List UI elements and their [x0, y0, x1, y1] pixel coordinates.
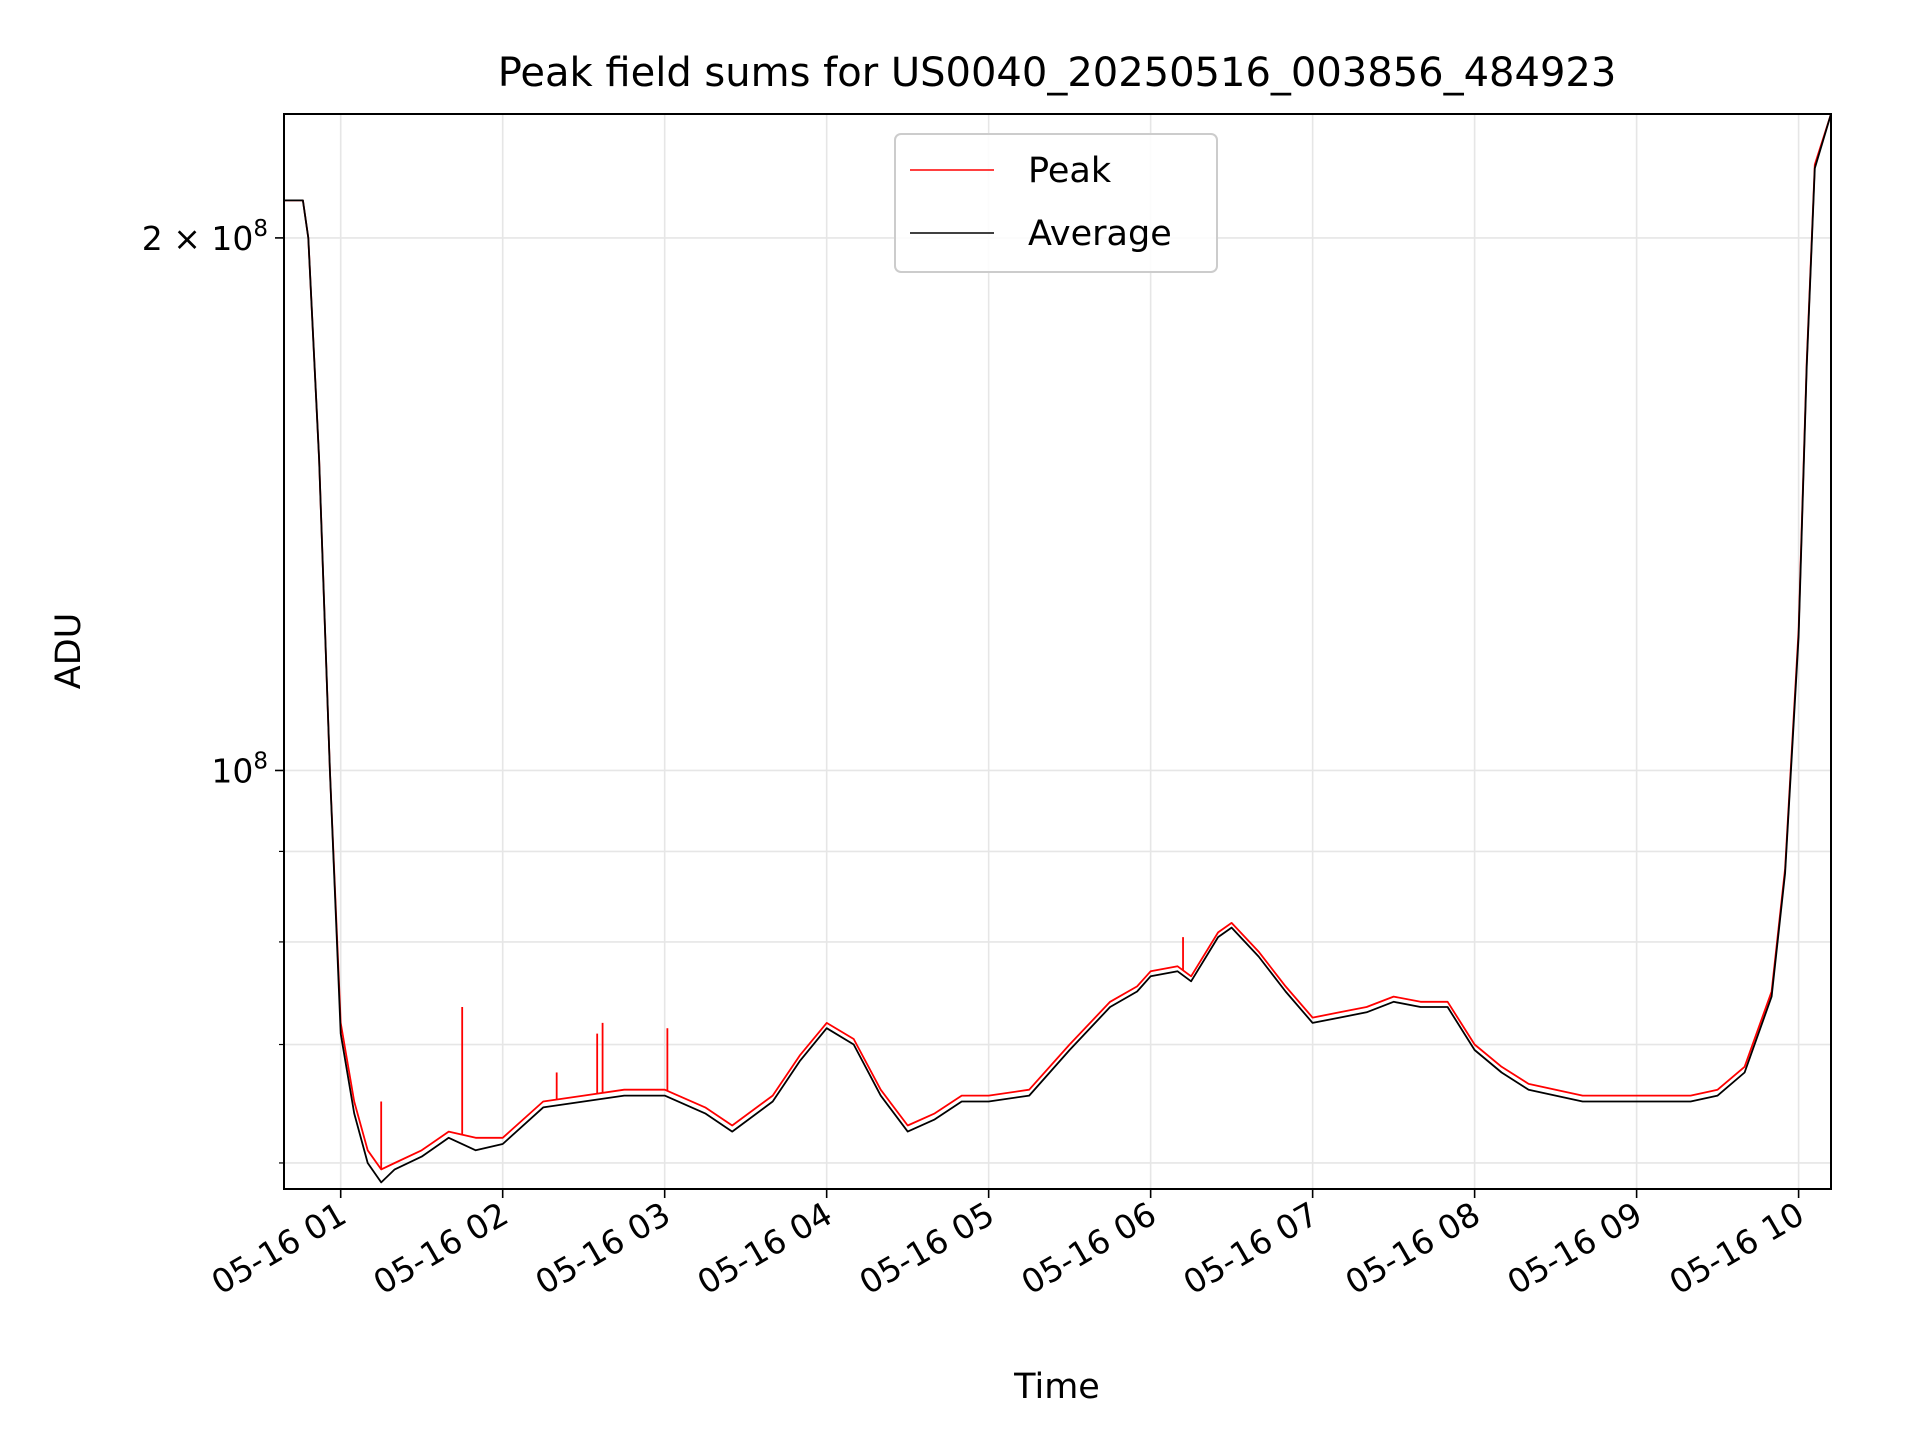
legend-average-label: Average	[1028, 214, 1172, 254]
legend-peak-label: Peak	[1028, 151, 1112, 191]
y-axis-label: ADU	[49, 613, 89, 690]
x-axis-label: Time	[1013, 1367, 1100, 1407]
chart-title: Peak field sums for US0040_20250516_0038…	[498, 50, 1617, 96]
chart: 05-16 01 05-16 02 05-16 03 05-16 04 05-16 05…	[0, 0, 1920, 1440]
legend: Peak Average	[895, 134, 1217, 272]
y-tick-label: 2 × 108	[142, 216, 268, 258]
